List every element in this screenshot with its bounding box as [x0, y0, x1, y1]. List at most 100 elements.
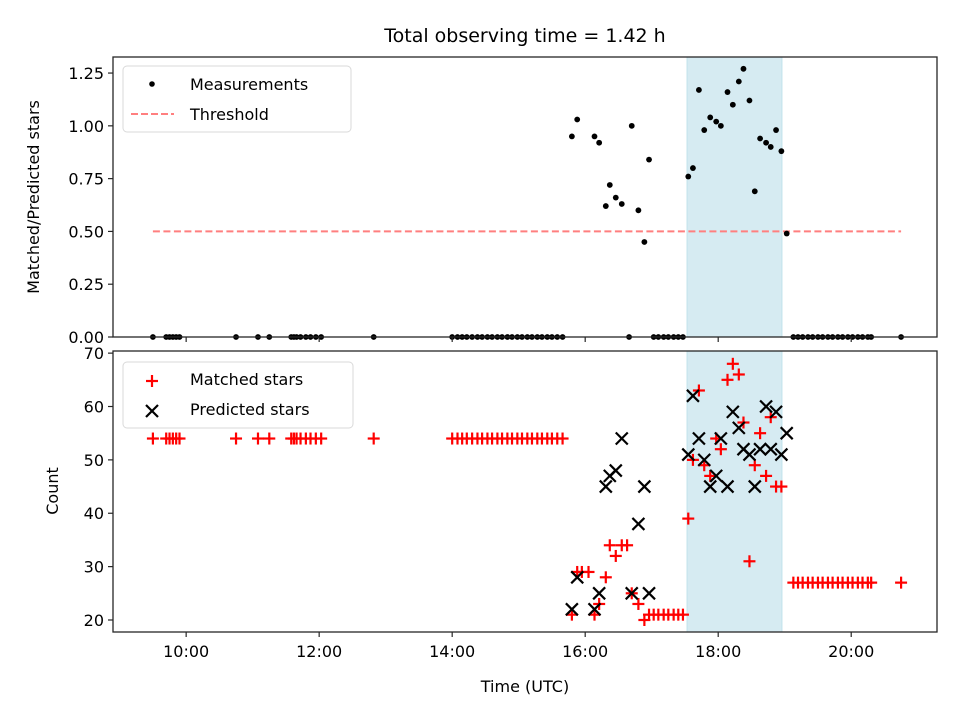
predicted-star-point	[709, 469, 723, 483]
measurement-point	[763, 139, 769, 146]
predicted-star-point	[732, 421, 746, 435]
predicted-star-point	[697, 453, 712, 467]
matched-star-point	[146, 432, 159, 445]
matched-star-point	[173, 432, 186, 445]
bottom-y-tick-label: 40	[84, 504, 104, 523]
x-tick-label: 12:00	[296, 642, 342, 661]
predicted-star-point	[681, 447, 696, 462]
top-legend: Measurements Threshold	[122, 65, 352, 133]
bottom-y-tick-label: 20	[84, 611, 104, 630]
top-y-tick-label: 0.75	[68, 170, 104, 189]
measurement-point	[574, 116, 581, 123]
matched-star-point	[682, 512, 695, 525]
predicted-star-point	[714, 431, 728, 446]
legend-label-predicted-stars: Predicted stars	[190, 400, 310, 419]
predicted-star-point	[642, 586, 656, 601]
measurement-point	[646, 156, 652, 163]
top-y-tick-label: 1.25	[68, 64, 104, 83]
matched-star-point	[621, 539, 634, 552]
matched-star-point	[721, 373, 734, 386]
matched-star-point	[263, 432, 276, 445]
matched-star-point	[230, 432, 243, 445]
measurement-point	[568, 133, 575, 140]
predicted-star-point	[599, 479, 613, 494]
measurement-point	[751, 188, 758, 195]
matched-star-point	[775, 480, 788, 493]
top-highlight-span	[686, 56, 783, 338]
x-tick-label: 10:00	[163, 642, 209, 661]
legend-plus-marker	[146, 375, 158, 387]
measurement-point	[591, 133, 598, 140]
top-panel: 0.00 0.25 0.50 0.75 1.00 1.25 Matched/Predict…	[24, 56, 938, 347]
bottom-y-tick-label: 50	[84, 451, 104, 470]
predicted-star-point	[726, 405, 740, 419]
measurement-point	[729, 101, 736, 108]
predicted-star-point	[774, 447, 789, 462]
bottom-legend: Matched stars Predicted stars	[122, 361, 354, 429]
measurement-point	[596, 139, 603, 146]
predicted-star-point	[592, 586, 606, 601]
top-y-tick-label: 0.00	[68, 328, 104, 347]
predicted-star-point	[759, 399, 773, 414]
measurement-point	[707, 114, 714, 121]
measurement-point	[724, 89, 731, 95]
top-y-tick-label: 1.00	[68, 117, 104, 136]
predicted-star-point	[763, 442, 778, 456]
top-axes-frame	[112, 56, 938, 338]
bottom-x-ticks: 10:00 12:00 14:00 16:00 18:00 20:00	[163, 632, 874, 661]
measurement-point	[690, 165, 696, 171]
predicted-star-point	[747, 479, 762, 494]
matched-stars-points	[146, 357, 908, 626]
matched-star-point	[599, 571, 612, 584]
legend-dot-marker	[149, 81, 155, 87]
matched-star-point	[895, 576, 908, 589]
measurement-point	[618, 201, 625, 207]
predicted-star-point	[587, 602, 602, 617]
legend-label-measurements: Measurements	[190, 75, 308, 94]
matched-star-point	[732, 368, 745, 381]
predicted-star-point	[720, 479, 735, 494]
bottom-y-tick-label: 30	[84, 558, 104, 577]
measurement-point	[746, 97, 753, 104]
measurement-point	[778, 148, 785, 155]
matched-star-point	[367, 432, 380, 445]
predicted-star-point	[565, 602, 579, 617]
bottom-y-tick-label: 70	[84, 344, 104, 363]
predicted-star-point	[703, 479, 717, 494]
matched-star-point	[726, 357, 739, 370]
legend-x-marker	[145, 404, 159, 418]
measurement-point	[612, 194, 619, 201]
x-axis-label: Time (UTC)	[480, 677, 569, 696]
matched-star-point	[315, 432, 328, 445]
measurement-point	[757, 135, 763, 142]
top-legend-box	[122, 65, 352, 133]
measurement-point	[685, 173, 692, 180]
predicted-star-point	[686, 389, 700, 403]
top-y-ticks: 0.00 0.25 0.50 0.75 1.00 1.25	[68, 64, 113, 347]
predicted-star-point	[570, 570, 584, 585]
matched-star-point	[251, 432, 264, 445]
predicted-stars-points	[565, 389, 794, 617]
matched-star-point	[865, 576, 878, 589]
matched-star-point	[556, 432, 569, 445]
measurement-point	[696, 87, 702, 93]
predicted-star-point	[692, 431, 706, 446]
top-y-axis-label: Matched/Predicted stars	[24, 100, 43, 294]
measurement-point	[628, 122, 635, 129]
x-tick-label: 20:00	[828, 642, 874, 661]
bottom-highlight-span	[686, 350, 783, 633]
top-y-tick-label: 0.50	[68, 222, 104, 241]
predicted-star-point	[609, 463, 623, 478]
bottom-y-axis-label: Count	[43, 467, 62, 515]
matched-star-point	[676, 608, 689, 621]
predicted-star-point	[624, 586, 639, 601]
measurement-point	[783, 230, 790, 237]
measurement-point	[735, 78, 742, 85]
x-tick-label: 18:00	[695, 642, 741, 661]
measurement-point	[717, 122, 724, 129]
measurement-point	[701, 127, 708, 133]
bottom-y-ticks: 20 30 40 50 60 70	[84, 344, 113, 630]
matched-star-point	[632, 597, 645, 610]
predicted-star-point	[742, 447, 757, 462]
